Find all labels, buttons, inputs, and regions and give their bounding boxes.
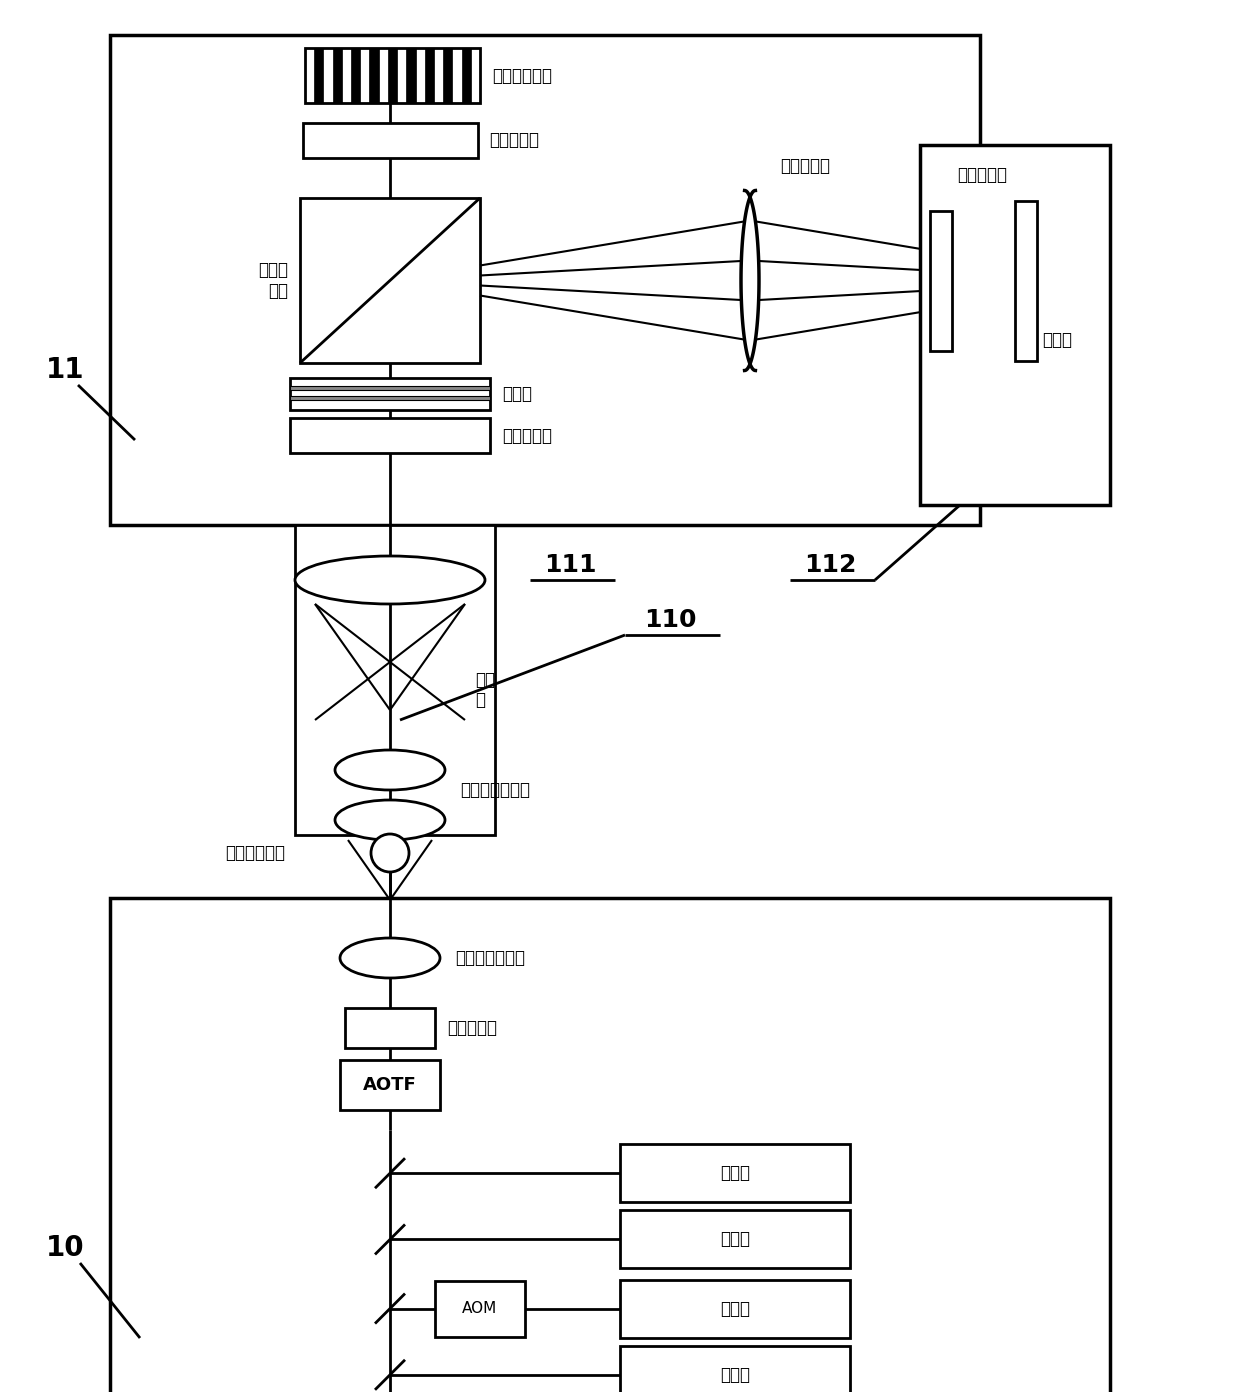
Text: AOM: AOM	[463, 1302, 497, 1315]
Text: 第三半波片: 第三半波片	[490, 131, 539, 149]
Bar	[332, 47, 342, 103]
Bar	[435, 1281, 525, 1336]
Bar	[290, 379, 490, 411]
Text: 10: 10	[46, 1233, 84, 1263]
Text: 针孔板: 针孔板	[1042, 331, 1073, 349]
Bar	[425, 47, 434, 103]
Ellipse shape	[335, 750, 445, 791]
Bar	[345, 1008, 435, 1048]
Text: 激光器: 激光器	[720, 1300, 750, 1318]
Text: 扩束
镜: 扩束 镜	[475, 671, 495, 710]
Text: 第四半波片: 第四半波片	[957, 166, 1007, 184]
Bar	[930, 210, 952, 351]
Bar	[290, 395, 490, 400]
Bar	[314, 47, 324, 103]
Text: 11: 11	[46, 356, 84, 384]
Text: 激光器: 激光器	[720, 1366, 750, 1384]
Bar	[305, 47, 480, 103]
Bar	[407, 47, 415, 103]
Text: 第一光纤耦合器: 第一光纤耦合器	[455, 949, 525, 967]
Bar	[620, 1211, 849, 1268]
Bar	[290, 418, 490, 452]
Text: 偏振分
光镜: 偏振分 光镜	[258, 262, 288, 299]
Text: 傅里叶透镜: 傅里叶透镜	[780, 156, 830, 174]
Bar	[351, 47, 361, 103]
Ellipse shape	[340, 938, 440, 979]
Text: 110: 110	[644, 608, 696, 632]
Bar	[920, 145, 1110, 505]
Text: 第二光纤耦合器: 第二光纤耦合器	[460, 781, 529, 799]
Bar	[620, 1144, 849, 1203]
Bar	[110, 898, 1110, 1392]
Text: 第一半波片: 第一半波片	[446, 1019, 497, 1037]
Text: 滤光片: 滤光片	[502, 386, 532, 404]
Bar	[300, 198, 480, 363]
Bar	[340, 1059, 440, 1109]
Text: 111: 111	[544, 553, 596, 578]
Text: 空间光调制器: 空间光调制器	[492, 67, 552, 85]
Bar	[290, 386, 490, 390]
Ellipse shape	[371, 834, 409, 871]
Bar	[110, 35, 980, 525]
Bar	[620, 1346, 849, 1392]
Bar	[620, 1279, 849, 1338]
Text: 112: 112	[804, 553, 856, 578]
Ellipse shape	[335, 800, 445, 839]
Text: 激光器: 激光器	[720, 1164, 750, 1182]
Bar	[461, 47, 471, 103]
Bar	[303, 122, 477, 159]
Text: 保偏单模光纤: 保偏单模光纤	[224, 844, 285, 862]
Bar	[443, 47, 453, 103]
Bar	[370, 47, 378, 103]
Text: AOTF: AOTF	[363, 1076, 417, 1094]
Ellipse shape	[295, 555, 485, 604]
Text: 第二半波片: 第二半波片	[502, 426, 552, 444]
Bar	[295, 525, 495, 835]
Text: 激光器: 激光器	[720, 1231, 750, 1249]
Bar	[1016, 200, 1037, 361]
Bar	[388, 47, 397, 103]
